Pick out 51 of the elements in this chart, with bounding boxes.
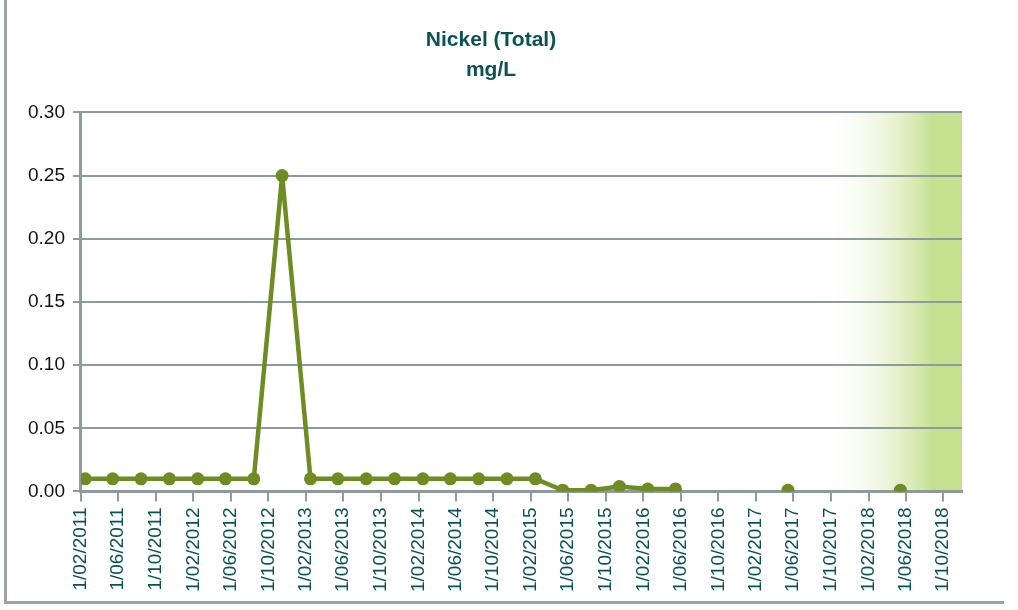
point — [80, 472, 92, 486]
x-tick-label: 1/10/2015 — [593, 507, 615, 593]
x-tick-label: 1/06/2012 — [218, 507, 240, 593]
x-tick-label: 1/06/2013 — [331, 507, 353, 593]
y-tick-label: 0.25 — [28, 163, 65, 185]
x-tick-label: 1/02/2014 — [406, 507, 428, 593]
x-tick-label: 1/10/2012 — [256, 507, 278, 593]
x-tick-label: 1/06/2015 — [556, 507, 578, 593]
y-tick-label: 0.30 — [28, 100, 65, 122]
x-tick-label: 1/06/2014 — [443, 507, 465, 593]
point — [331, 472, 345, 486]
point — [388, 472, 402, 486]
point — [472, 472, 486, 486]
x-tick-label: 1/02/2013 — [294, 507, 316, 593]
x-tick-label: 1/02/2016 — [631, 507, 653, 593]
point — [134, 472, 148, 486]
point — [303, 472, 317, 486]
x-tick-label: 1/10/2018 — [931, 507, 953, 593]
point — [500, 472, 514, 486]
x-tick-label: 1/06/2017 — [781, 507, 803, 593]
point — [247, 472, 261, 486]
point — [416, 472, 430, 486]
x-tick-label: 1/10/2011 — [143, 507, 165, 591]
x-tick-label: 1/10/2016 — [706, 507, 728, 593]
x-tick-label: 1/10/2013 — [368, 507, 390, 593]
y-tick-label: 0.10 — [28, 353, 65, 375]
x-tick-label: 1/06/2016 — [668, 507, 690, 593]
point — [443, 472, 457, 486]
point — [275, 169, 289, 183]
x-tick-label: 1/02/2018 — [856, 507, 878, 593]
x-tick-label: 1/06/2011 — [106, 507, 128, 591]
x-tick-label: 1/10/2017 — [819, 507, 841, 593]
y-tick-label: 0.20 — [28, 226, 65, 248]
point — [612, 479, 626, 492]
y-tick-label: 0.05 — [28, 416, 65, 438]
x-tick-label: 1/10/2014 — [481, 507, 503, 593]
y-tick-label: 0.00 — [28, 479, 65, 501]
point — [218, 472, 232, 486]
point — [359, 472, 373, 486]
chart-title: Nickel (Total) — [425, 27, 557, 51]
point — [528, 472, 542, 486]
x-tick-label: 1/02/2011 — [69, 507, 91, 591]
point — [106, 472, 120, 486]
x-tick-label: 1/02/2012 — [181, 507, 203, 593]
x-tick-label: 1/02/2017 — [744, 507, 766, 593]
chart-subtitle: mg/L — [465, 56, 517, 80]
point — [162, 472, 176, 486]
y-tick-label: 0.15 — [28, 290, 65, 312]
x-tick-label: 1/06/2018 — [893, 507, 915, 593]
x-tick-label: 1/02/2015 — [519, 507, 541, 593]
point — [191, 472, 205, 486]
